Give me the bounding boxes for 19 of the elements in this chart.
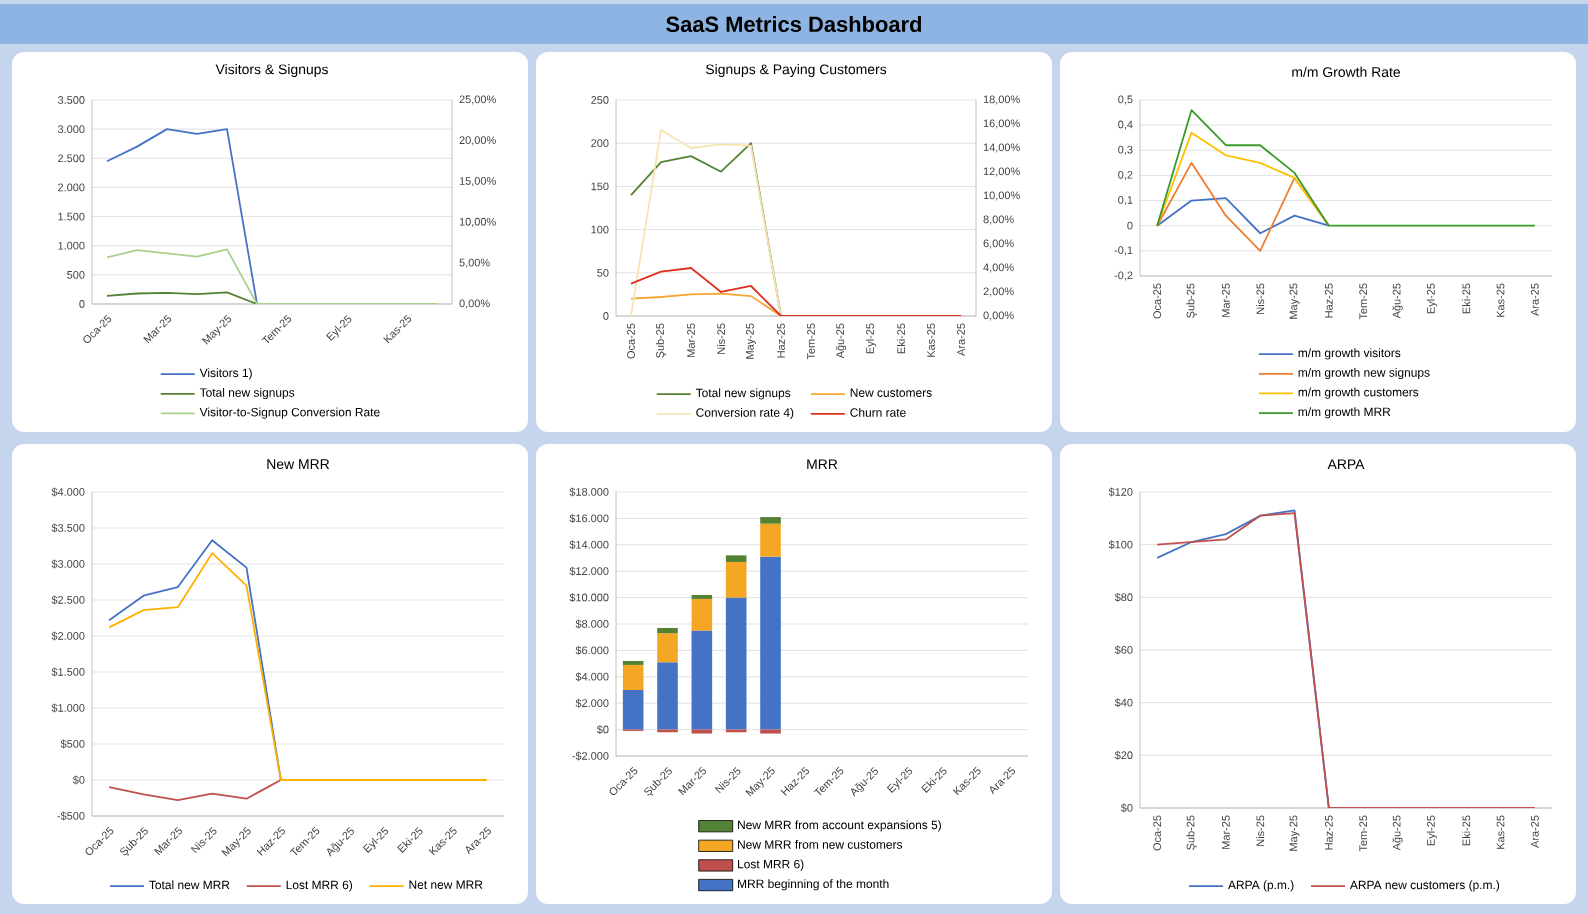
bar <box>725 597 747 730</box>
bar <box>760 523 781 557</box>
line-series <box>1156 197 1330 235</box>
bar <box>725 555 747 562</box>
bar <box>760 517 781 524</box>
line-series <box>106 128 258 304</box>
bar <box>657 633 678 663</box>
bar <box>657 662 678 730</box>
bar <box>622 690 644 730</box>
bar <box>691 630 713 730</box>
line-series <box>1156 131 1330 227</box>
line-series <box>108 779 282 802</box>
bar <box>725 561 747 598</box>
bar <box>657 627 678 634</box>
bar <box>622 664 644 690</box>
bar <box>760 556 781 730</box>
text: SaaS Metrics Dashboard <box>666 15 922 33</box>
line-series <box>630 292 782 316</box>
bar <box>691 598 713 631</box>
